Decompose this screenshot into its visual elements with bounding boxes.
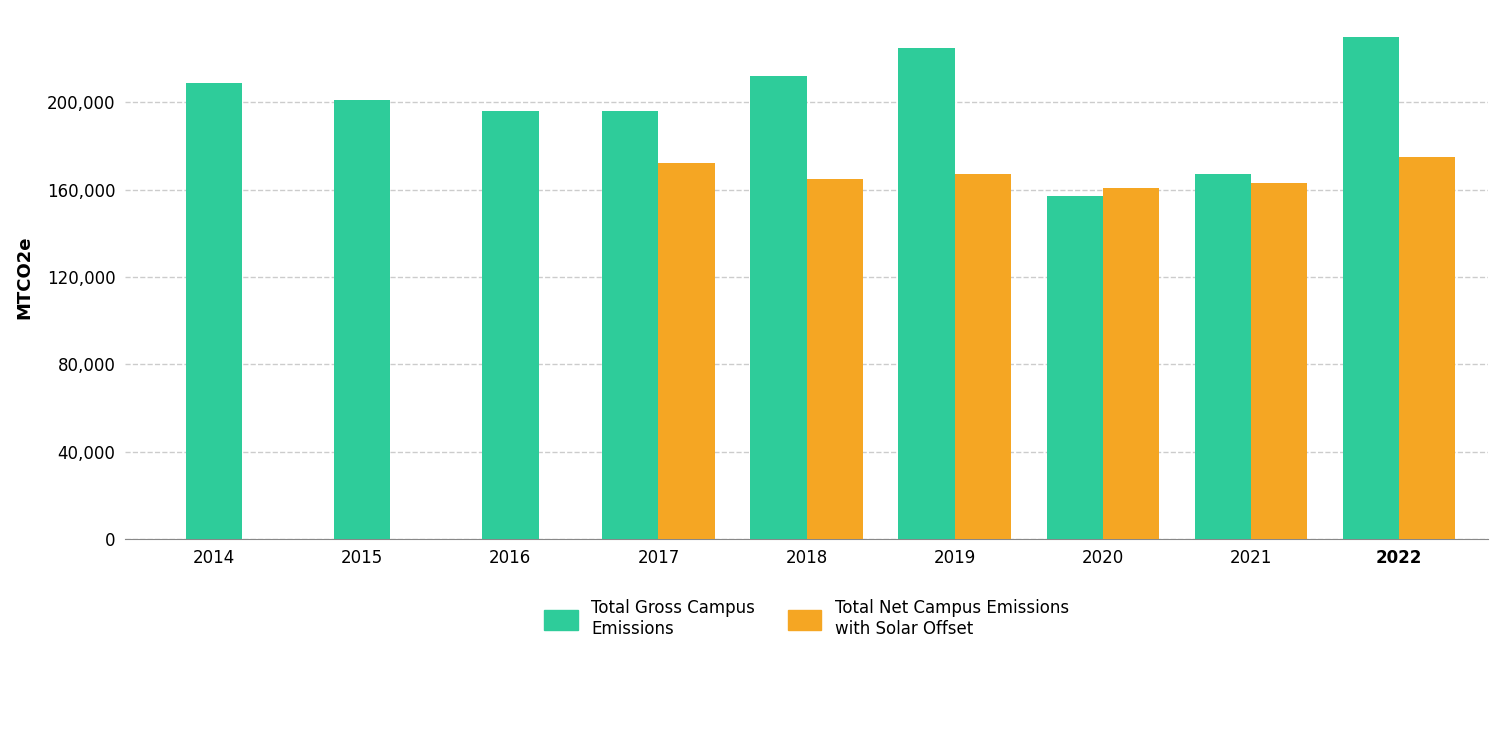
Bar	[1103, 187, 1159, 539]
Legend: Total Gross Campus
Emissions, Total Net Campus Emissions
with Solar Offset: Total Gross Campus Emissions, Total Net …	[537, 591, 1078, 646]
Bar	[899, 48, 954, 539]
Bar	[603, 111, 658, 539]
Bar	[658, 164, 715, 539]
Bar	[1342, 37, 1399, 539]
Bar	[334, 100, 391, 539]
Bar	[807, 179, 863, 539]
Bar	[1399, 157, 1455, 539]
Bar	[186, 83, 242, 539]
Bar	[954, 174, 1012, 539]
Bar	[750, 76, 807, 539]
Bar	[1195, 174, 1250, 539]
Y-axis label: MTCO2e: MTCO2e	[15, 235, 33, 319]
Bar	[1046, 196, 1103, 539]
Bar	[482, 111, 538, 539]
Bar	[1250, 183, 1308, 539]
